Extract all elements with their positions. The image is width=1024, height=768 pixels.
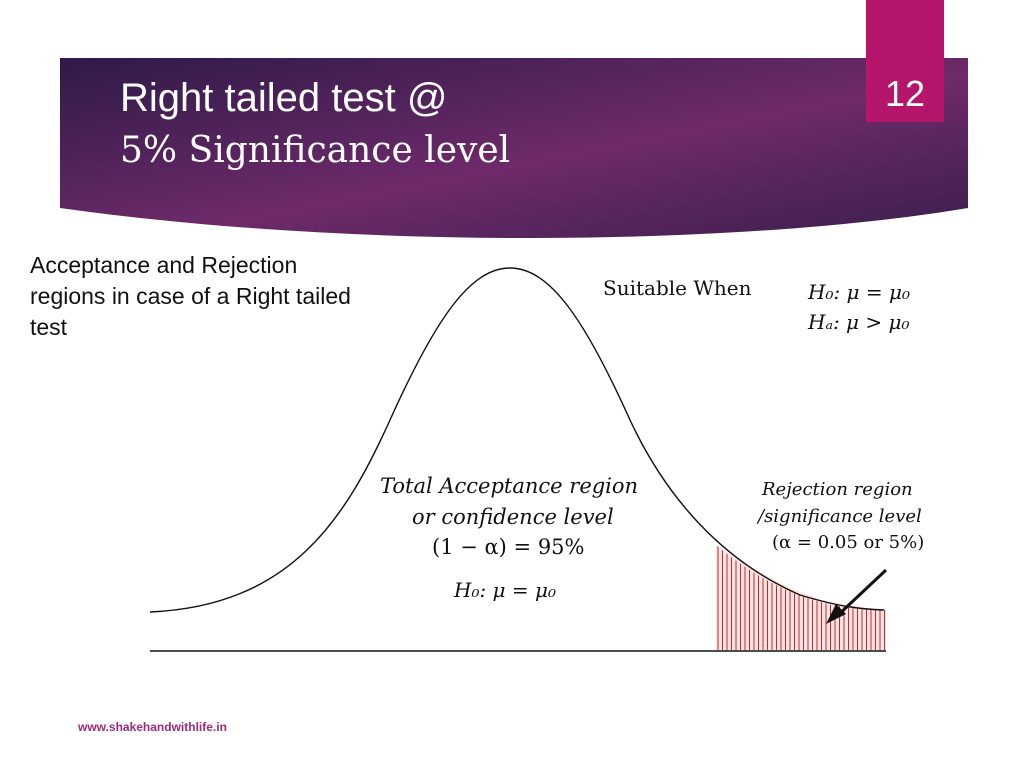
rejection-label-line1: Rejection region xyxy=(762,479,913,500)
distribution-curve xyxy=(149,267,885,613)
slide-number: 12 xyxy=(866,0,944,122)
confidence-level-value: (1 − α) = 95% xyxy=(432,535,585,559)
slide-title-line2: 5% Significance level xyxy=(120,130,511,171)
significance-level-value: (α = 0.05 or 5%) xyxy=(772,532,925,553)
rejection-hatch-lines xyxy=(717,546,885,650)
footer-url: www.shakehandwithlife.in xyxy=(78,720,227,734)
rejection-label-line2: /significance level xyxy=(758,506,922,527)
arrow-head xyxy=(826,604,846,624)
acceptance-h0: H₀: μ = μ₀ xyxy=(454,578,557,602)
title-banner xyxy=(60,58,968,239)
rejection-arrow xyxy=(834,568,888,619)
h0-hypothesis: H₀: μ = μ₀ xyxy=(808,280,911,304)
slide-title-line1: Right tailed test @ xyxy=(120,76,448,120)
description-text: Acceptance and Rejection regions in case… xyxy=(30,252,351,340)
acceptance-label-line1: Total Acceptance region xyxy=(380,474,639,498)
acceptance-label-line2: or confidence level xyxy=(412,505,614,529)
ha-hypothesis: Hₐ: μ > μ₀ xyxy=(808,310,910,334)
suitable-when-label: Suitable When xyxy=(603,276,752,300)
